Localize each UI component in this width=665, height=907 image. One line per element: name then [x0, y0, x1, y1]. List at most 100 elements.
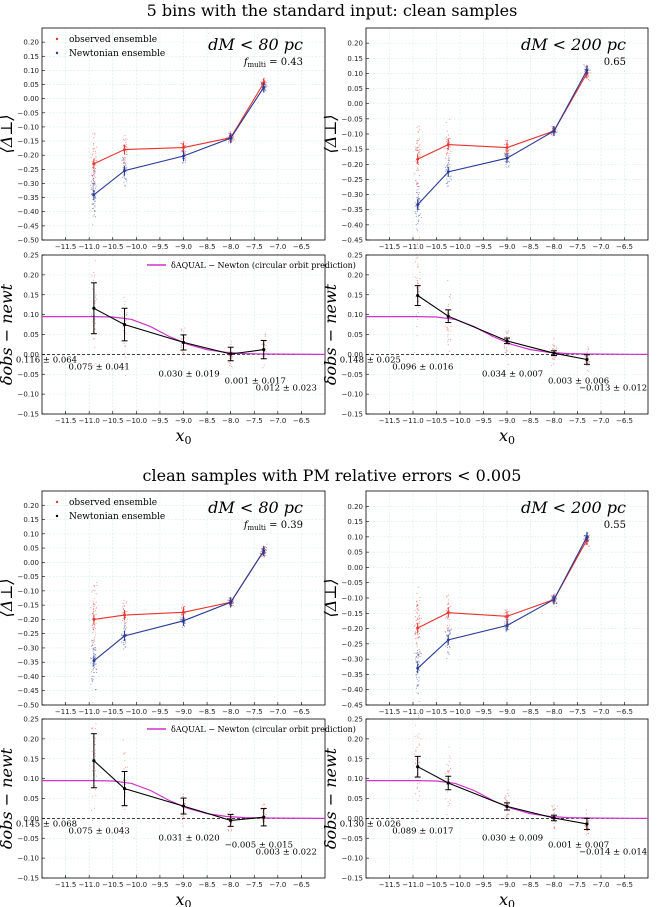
scatter-point-delta: [507, 800, 509, 802]
y-tick-label: 0.05: [23, 81, 39, 89]
x-tick-label: −11.0: [402, 417, 423, 425]
data-point-delta: [416, 293, 420, 298]
scatter-point-delta: [124, 759, 126, 761]
y-tick-label: −0.30: [18, 180, 39, 188]
scatter-point-delta: [231, 817, 233, 819]
y-tick-label: 0.20: [347, 271, 363, 279]
value-label: 0.075 ± 0.043: [69, 826, 130, 836]
scatter-point-newtonian: [95, 200, 97, 202]
scatter-point-observed: [449, 610, 451, 612]
scatter-point-delta: [415, 749, 417, 751]
scatter-point-newtonian: [417, 220, 419, 222]
scatter-point-delta: [182, 352, 184, 354]
scatter-point-observed: [416, 642, 418, 644]
scatter-point-observed: [415, 169, 418, 171]
scatter-point-observed: [417, 167, 419, 169]
scatter-point-delta: [554, 356, 556, 358]
scatter-point-observed: [95, 607, 97, 610]
data-point-newtonian: [262, 549, 266, 553]
scatter-point-observed: [263, 77, 266, 79]
y-tick-label: 0.00: [347, 564, 363, 572]
scatter-point-newtonian: [233, 601, 235, 603]
condition-label: dM < 80 pc: [208, 498, 303, 517]
y-tick-label: −0.10: [342, 855, 363, 863]
scatter-point-newtonian: [125, 178, 127, 180]
scatter-point-delta: [416, 277, 418, 279]
scatter-point-delta: [587, 820, 589, 822]
x-tick-label: −7.5: [246, 417, 263, 425]
scatter-point-delta: [417, 737, 419, 739]
scatter-point-observed: [447, 627, 449, 629]
scatter-point-delta: [123, 296, 125, 298]
scatter-point-delta: [181, 819, 183, 821]
scatter-point-observed: [94, 644, 96, 646]
scatter-point-observed: [90, 606, 92, 608]
scatter-point-newtonian: [417, 182, 419, 184]
scatter-point-delta: [123, 303, 126, 305]
scatter-point-delta: [126, 311, 128, 313]
scatter-point-newtonian: [415, 215, 417, 217]
x-tick-label: −11.5: [55, 243, 76, 251]
scatter-point-observed: [550, 595, 552, 597]
scatter-point-newtonian: [415, 660, 417, 662]
f-multi-label: fmulti = 0.43: [243, 57, 303, 69]
scatter-point-observed: [418, 617, 421, 619]
scatter-point-newtonian: [264, 553, 266, 555]
y-tick-label: 0.20: [347, 735, 363, 743]
scatter-point-newtonian: [90, 683, 92, 685]
scatter-point-newtonian: [450, 629, 452, 631]
scatter-point-delta: [229, 358, 231, 360]
scatter-point-delta: [449, 297, 451, 299]
y-tick-label: 0.15: [347, 291, 363, 299]
scatter-point-observed: [232, 137, 234, 139]
y-tick-label: −0.10: [18, 391, 39, 399]
scatter-point-observed: [447, 625, 449, 627]
data-point-delta: [122, 786, 127, 791]
scatter-point-observed: [93, 629, 95, 631]
scatter-point-delta: [419, 795, 421, 797]
data-point-newtonian: [123, 169, 126, 173]
data-point-delta: [229, 818, 233, 822]
scatter-point-observed: [126, 150, 128, 152]
scatter-point-observed: [184, 144, 186, 146]
scatter-point-observed: [125, 153, 127, 155]
scatter-point-newtonian: [91, 675, 93, 677]
scatter-point-observed: [123, 624, 125, 626]
scatter-point-delta: [556, 346, 558, 348]
scatter-point-observed: [419, 621, 421, 623]
scatter-point-observed: [414, 632, 416, 634]
scatter-point-delta: [447, 764, 449, 767]
scatter-point-delta: [93, 338, 95, 340]
scatter-point-delta: [449, 779, 451, 781]
scatter-point-delta: [448, 772, 450, 774]
scatter-point-observed: [450, 151, 452, 153]
scatter-point-delta: [447, 279, 449, 282]
data-point-observed: [416, 626, 420, 630]
scatter-point-newtonian: [448, 653, 450, 655]
scatter-point-newtonian: [418, 206, 420, 208]
scatter-point-delta: [418, 306, 420, 308]
scatter-point-newtonian: [261, 548, 263, 550]
scatter-point-newtonian: [504, 624, 506, 626]
scatter-point-delta: [446, 813, 448, 816]
scatter-point-delta: [93, 276, 95, 278]
data-point-delta: [505, 804, 509, 809]
scatter-point-observed: [506, 140, 508, 142]
scatter-point-delta: [508, 338, 510, 340]
data-point-delta: [505, 339, 509, 343]
scatter-point-delta: [122, 329, 124, 332]
scatter-point-newtonian: [122, 635, 124, 637]
scatter-point-newtonian: [504, 621, 506, 623]
series-line-newtonian: [417, 70, 588, 205]
y-tick-label: 0.25: [347, 716, 363, 724]
x-tick-label: −9.5: [151, 881, 168, 889]
scatter-point-observed: [417, 604, 419, 606]
x-tick-label: −8.5: [522, 417, 539, 425]
scatter-point-observed: [96, 584, 98, 586]
scatter-point-observed: [96, 581, 98, 583]
y-tick-label: 0.10: [347, 775, 363, 783]
x-tick-label: −8.0: [546, 243, 563, 251]
y-tick-label: −0.45: [18, 222, 39, 230]
scatter-point-observed: [260, 82, 262, 84]
scatter-point-delta: [229, 364, 231, 367]
